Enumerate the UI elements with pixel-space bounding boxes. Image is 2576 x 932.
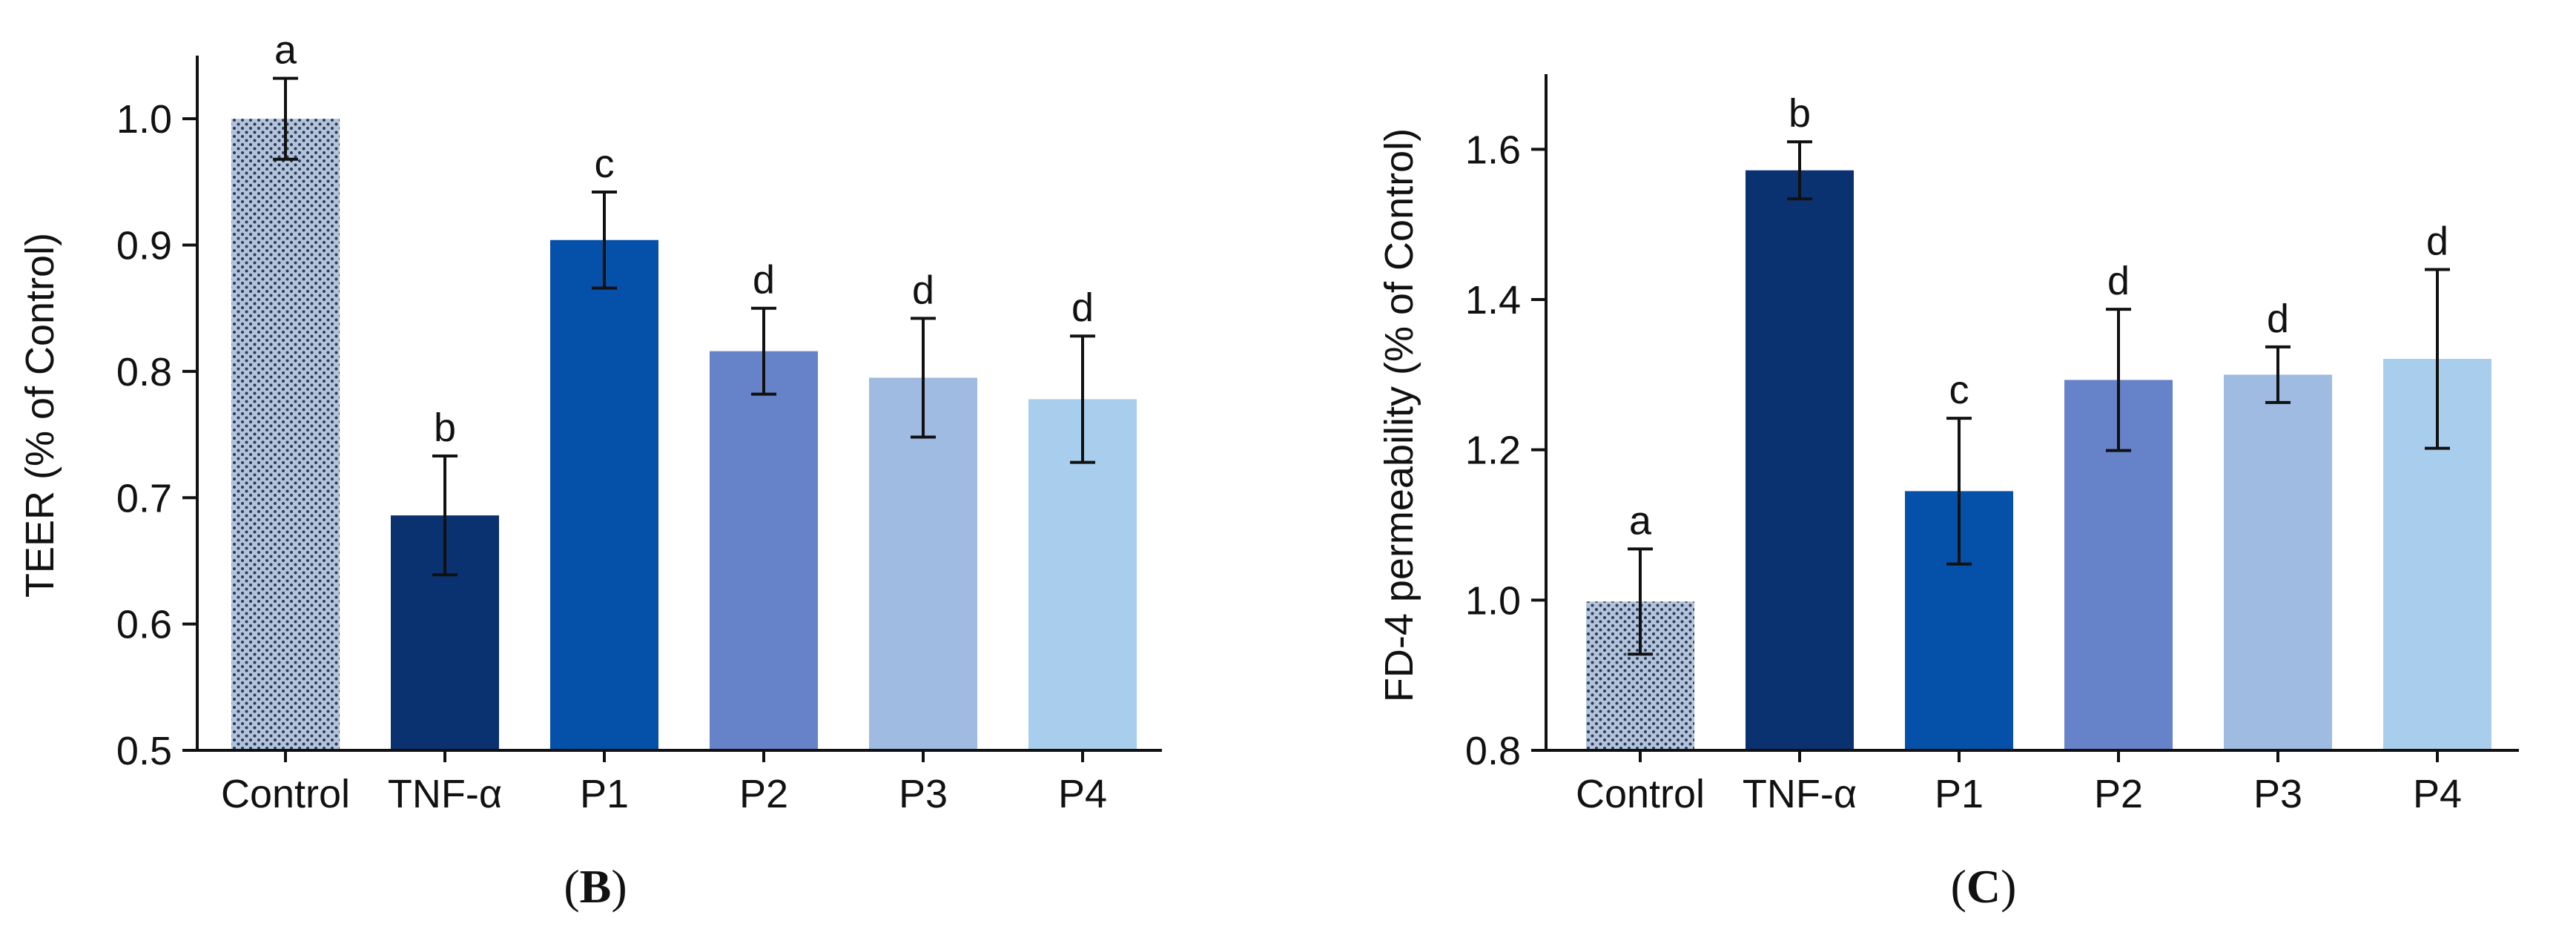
y-tick-label-3: 1.2 — [1465, 429, 1521, 473]
significance-letter-6: d — [1071, 285, 1094, 330]
significance-letter-2: b — [434, 406, 456, 450]
x-tick-label-6: P4 — [1058, 772, 1107, 816]
panel-paren: ) — [2001, 860, 2016, 913]
significance-letter-3: c — [595, 142, 615, 186]
significance-letter-5: d — [2267, 297, 2289, 341]
x-tick-label-4: P2 — [2094, 772, 2143, 816]
panel-label: (C) — [1951, 860, 2017, 913]
x-tick-label-5: P3 — [899, 772, 948, 816]
bar-5 — [2224, 374, 2332, 750]
significance-letter-1: a — [274, 28, 297, 73]
x-tick-label-5: P3 — [2253, 772, 2302, 816]
x-tick-label-6: P4 — [2413, 772, 2462, 816]
x-tick-label-2: TNF-α — [388, 772, 502, 816]
bar-5 — [869, 377, 977, 750]
bar-4 — [710, 351, 818, 751]
significance-letter-5: d — [912, 268, 934, 312]
y-tick-label-6: 1.0 — [116, 97, 172, 142]
x-tick-label-4: P2 — [739, 772, 788, 816]
panel-letter: C — [1966, 860, 2001, 913]
x-tick-label-3: P1 — [1935, 772, 1984, 816]
bar-1 — [231, 119, 340, 750]
y-tick-label-2: 0.6 — [116, 603, 172, 647]
significance-letter-4: d — [2107, 259, 2130, 303]
significance-letter-4: d — [753, 258, 775, 303]
y-tick-label-5: 1.6 — [1465, 128, 1521, 172]
bar-2 — [1746, 170, 1854, 750]
panel-letter: B — [580, 860, 612, 913]
y-axis-label: TEER (% of Control) — [18, 233, 62, 598]
y-tick-label-1: 0.5 — [116, 729, 172, 773]
significance-letter-2: b — [1789, 91, 1811, 136]
chart-panel-c: a Control b TNF-α c P1 d P2 d P3 d P4 0.8 1.0 1.2 1.4 1.… — [1377, 74, 2519, 913]
x-tick-label-1: Control — [221, 772, 350, 816]
x-tick-label-1: Control — [1576, 772, 1705, 816]
panel-paren: ) — [611, 860, 627, 913]
panel-label: (B) — [564, 860, 627, 913]
y-tick-label-1: 0.8 — [1465, 729, 1521, 773]
y-tick-label-4: 1.4 — [1465, 278, 1521, 323]
y-tick-label-4: 0.8 — [116, 350, 172, 394]
y-tick-label-2: 1.0 — [1465, 578, 1521, 623]
significance-letter-1: a — [1629, 498, 1652, 543]
y-axis-label: FD-4 permeability (% of Control) — [1377, 128, 1421, 702]
panel-paren: ( — [1951, 860, 1966, 913]
x-tick-label-2: TNF-α — [1743, 772, 1857, 816]
significance-letter-3: c — [1949, 368, 1969, 412]
y-tick-label-3: 0.7 — [116, 476, 172, 520]
panel-paren: ( — [564, 860, 579, 913]
bar-3 — [550, 239, 658, 750]
y-tick-label-5: 0.9 — [116, 224, 172, 268]
x-tick-label-3: P1 — [580, 772, 629, 816]
chart-panel-b: a Control b TNF-α c P1 d P2 d P3 d P4 0.5 0.6 0.7 0.8 0.… — [18, 28, 1162, 913]
significance-letter-6: d — [2426, 219, 2448, 263]
